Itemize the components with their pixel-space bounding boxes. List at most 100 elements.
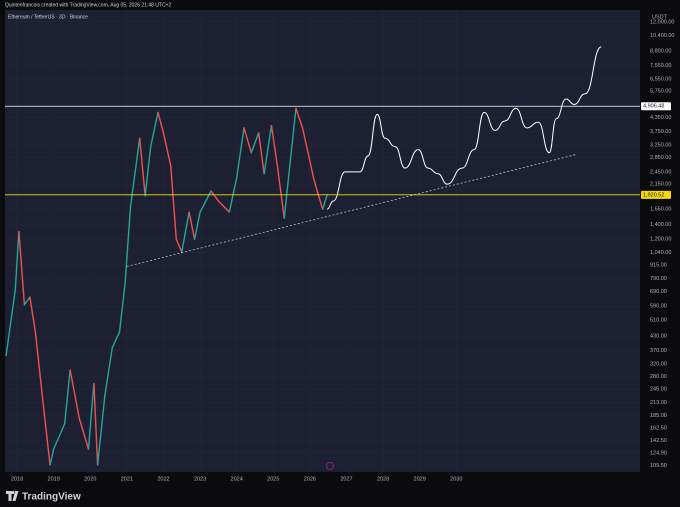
event-icon xyxy=(326,462,334,470)
x-tick-label: 2024 xyxy=(231,476,243,482)
price-segment xyxy=(170,165,177,240)
price-segment xyxy=(283,165,291,219)
y-tick-label: 5,750.00 xyxy=(650,89,671,95)
level-label-box xyxy=(641,102,671,111)
price-segment xyxy=(111,331,121,349)
y-tick-label: 109.50 xyxy=(650,463,667,469)
price-segment xyxy=(289,107,297,167)
price-segment xyxy=(52,423,66,450)
y-tick-label: 6,550.00 xyxy=(650,76,671,82)
price-segment xyxy=(321,194,328,210)
y-tick-label: 124.90 xyxy=(650,450,667,456)
y-tick-label: 370.00 xyxy=(650,348,667,354)
price-segment xyxy=(243,127,253,154)
y-axis-area xyxy=(640,10,680,487)
price-segment xyxy=(18,230,26,306)
y-tick-label: 1,200.00 xyxy=(650,237,671,243)
axes: 12,000.00 10,400.00 8,800.00 7,550.00 6,550.… xyxy=(11,19,675,482)
y-tick-label: 510.00 xyxy=(650,317,667,323)
brand-logo: TradingView xyxy=(6,491,81,503)
plot-area xyxy=(5,10,640,472)
price-segment xyxy=(181,211,190,253)
level-label: 4,906.48 xyxy=(643,104,664,110)
y-tick-label: 1,650.00 xyxy=(650,207,671,213)
y-tick-label: 3,250.00 xyxy=(650,143,671,149)
projection-line xyxy=(326,46,602,210)
y-tick-label: 162.50 xyxy=(650,425,667,431)
price-segment xyxy=(312,177,318,192)
grid xyxy=(5,10,640,472)
marks xyxy=(5,46,640,466)
price-segment xyxy=(138,137,146,197)
unit-label: USDT xyxy=(652,14,668,20)
x-tick-label: 2019 xyxy=(48,476,60,482)
y-tick-label: 790.00 xyxy=(650,276,667,282)
price-segment xyxy=(93,382,99,466)
y-tick-label: 142.50 xyxy=(650,438,667,444)
price-segment xyxy=(41,398,51,466)
price-segment xyxy=(124,205,132,285)
y-tick-label: 185.00 xyxy=(650,413,667,419)
y-tick-label: 590.00 xyxy=(650,304,667,310)
price-segment xyxy=(63,369,71,425)
price-segment xyxy=(301,127,309,154)
price-segment xyxy=(162,132,172,167)
y-tick-label: 2,850.00 xyxy=(650,155,671,161)
x-tick-label: 2018 xyxy=(11,476,23,482)
x-tick-label: 2028 xyxy=(377,476,389,482)
credit: Quintenfrancois created with TradingView… xyxy=(5,2,171,8)
price-segment xyxy=(78,417,90,450)
price-segment xyxy=(29,296,37,333)
x-tick-label: 2023 xyxy=(194,476,206,482)
price-segment xyxy=(96,394,106,466)
x-tick-label: 2020 xyxy=(84,476,96,482)
price-segment xyxy=(257,132,265,175)
price-segment xyxy=(295,107,304,129)
brand-name: TradingView xyxy=(22,492,81,503)
y-tick-label: 430.00 xyxy=(650,334,667,340)
x-tick-label: 2030 xyxy=(450,476,462,482)
x-tick-label: 2026 xyxy=(304,476,316,482)
price-segment xyxy=(69,369,80,420)
price-segment xyxy=(87,382,95,450)
price-segment xyxy=(235,127,245,179)
y-tick-label: 12,000.00 xyxy=(650,19,674,25)
price-segment xyxy=(34,331,44,401)
price-segment xyxy=(118,282,126,333)
y-tick-label: 280.00 xyxy=(650,374,667,380)
trendline xyxy=(126,153,578,267)
y-tick-label: 10,400.00 xyxy=(650,33,674,39)
y-tick-label: 690.00 xyxy=(650,289,667,295)
price-segment xyxy=(5,289,16,357)
x-tick-label: 2022 xyxy=(157,476,169,482)
price-segment xyxy=(175,238,183,253)
price-segment xyxy=(157,111,165,134)
y-tick-label: 213.00 xyxy=(650,400,667,406)
price-segment xyxy=(23,296,31,306)
y-tick-label: 3,750.00 xyxy=(650,129,671,135)
price-segment xyxy=(307,152,315,179)
price-segment xyxy=(104,347,113,396)
price-segment xyxy=(263,124,273,175)
price-segment xyxy=(210,190,220,202)
x-tick-label: 2027 xyxy=(340,476,352,482)
y-tick-label: 245.00 xyxy=(650,387,667,393)
level-label: 1,920.52 xyxy=(643,192,664,198)
price-segment xyxy=(49,448,55,466)
price-segment xyxy=(193,211,201,240)
price-segment xyxy=(270,124,278,164)
chart-title: Ethereum / TetherUS · 3D · Binance xyxy=(8,14,88,20)
y-tick-label: 2,450.00 xyxy=(650,169,671,175)
x-tick-label: 2025 xyxy=(267,476,279,482)
y-tick-label: 2,150.00 xyxy=(650,182,671,188)
price-segment xyxy=(276,161,285,219)
price-segment xyxy=(14,230,20,291)
price-segment xyxy=(316,190,324,210)
y-tick-label: 1,400.00 xyxy=(650,222,671,228)
y-tick-label: 8,800.00 xyxy=(650,49,671,55)
price-segment xyxy=(250,132,260,154)
logo-mark xyxy=(6,491,19,501)
price-segment xyxy=(144,145,152,197)
y-tick-label: 4,350.00 xyxy=(650,115,671,121)
price-segment xyxy=(188,211,196,240)
